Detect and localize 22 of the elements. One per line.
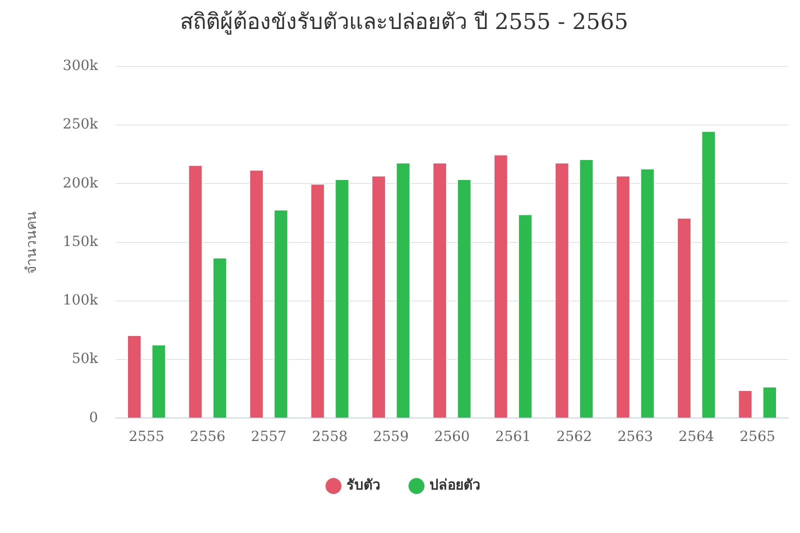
- x-tick-label: 2562: [556, 429, 592, 446]
- y-tick-label: 150k: [62, 234, 99, 250]
- y-tick-label: 0: [89, 410, 98, 426]
- y-tick-label: 100k: [62, 292, 99, 309]
- y-axis-title: จำนวนคน: [24, 210, 40, 274]
- chart-title: สถิติผู้ต้องขังรับตัวและปล่อยตัว ปี 2555 - 2565: [180, 10, 628, 35]
- x-tick-label: 2556: [190, 429, 226, 446]
- legend-label: รับตัว: [346, 478, 380, 494]
- x-tick-label: 2557: [250, 429, 287, 446]
- y-tick-label: 50k: [72, 351, 99, 368]
- x-tick-label: 2560: [434, 429, 470, 446]
- y-tick-label: 300k: [62, 58, 99, 74]
- y-tick-label: 200k: [62, 175, 99, 192]
- x-tick-label: 2558: [312, 429, 348, 446]
- x-tick-label: 2555: [128, 429, 164, 446]
- y-tick-label: 250k: [62, 116, 99, 133]
- x-tick-label: 2559: [373, 429, 409, 446]
- x-tick-label: 2561: [495, 429, 531, 446]
- x-tick-label: 2565: [740, 429, 776, 446]
- legend-label: ปล่อยตัว: [430, 478, 480, 494]
- x-tick-label: 2564: [678, 429, 714, 446]
- x-tick-label: 2563: [617, 429, 654, 446]
